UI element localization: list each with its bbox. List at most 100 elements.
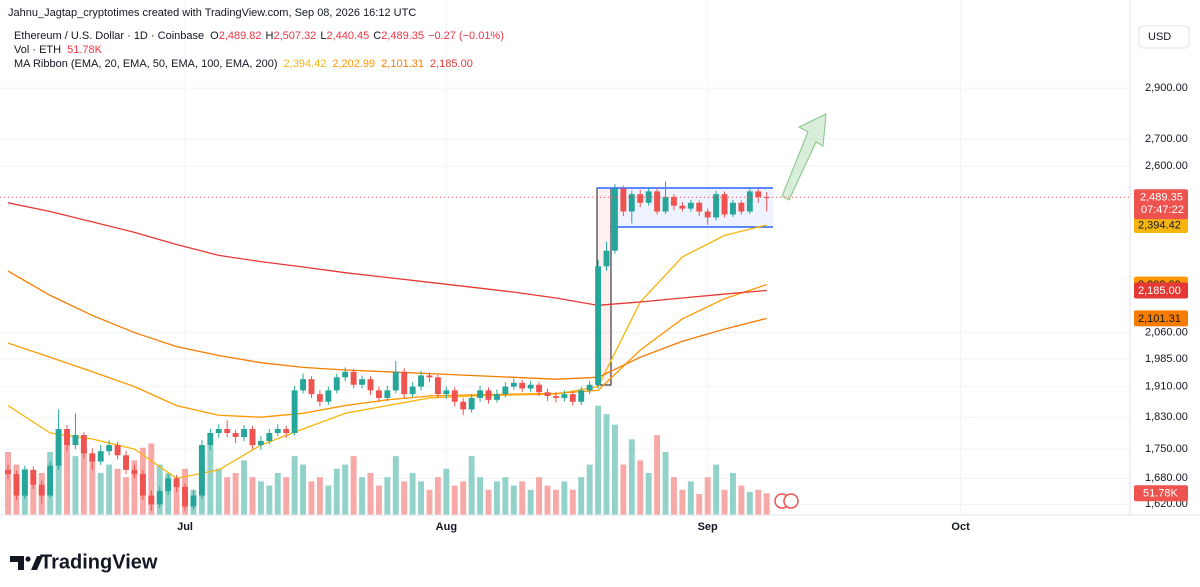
volume-bar (654, 435, 661, 515)
volume-bar (131, 460, 138, 515)
candle-body (165, 478, 172, 492)
volume-bar (569, 489, 576, 515)
candle-body (249, 429, 256, 446)
candle-body (266, 432, 273, 442)
candle-body (55, 429, 62, 466)
candle-body (527, 384, 534, 389)
y-tick-label: 2,900.00 (1145, 82, 1188, 94)
volume-bar (679, 489, 686, 515)
candle-body (418, 375, 425, 387)
volume-bar (755, 489, 762, 515)
candle-body (173, 478, 180, 487)
volume-bar (730, 472, 736, 515)
ma-title: MA Ribbon (EMA, 20, EMA, 50, EMA, 100, E… (14, 58, 278, 70)
candle-body (241, 429, 247, 438)
candle-body (561, 394, 568, 398)
volume-bar (460, 481, 467, 515)
countdown: 07:47:22 (1141, 204, 1184, 216)
y-tick-label: 1,750.00 (1145, 443, 1188, 455)
volume-bar (333, 468, 340, 515)
volume-bar (257, 481, 264, 515)
candle-body (384, 390, 391, 398)
volume-bar (409, 472, 416, 515)
candle-body (721, 194, 728, 215)
volume-bar (359, 477, 366, 515)
volume-bar (266, 485, 273, 515)
volume-bar (173, 481, 180, 515)
candle-body (80, 434, 87, 454)
volume-bar (578, 477, 585, 515)
volume-bar (55, 443, 62, 515)
candle-body (367, 379, 374, 391)
candle-body (426, 375, 433, 378)
volume-bar (527, 489, 534, 515)
currency-button[interactable] (1138, 25, 1190, 49)
event-icon (783, 493, 799, 509)
volume-bar (637, 460, 644, 515)
volume-bar (30, 477, 37, 515)
volume-bar (64, 439, 70, 515)
candle-body (274, 429, 281, 433)
volume-bar (241, 460, 247, 515)
volume-bar (325, 485, 332, 515)
ema-badge-label: 2,394.42 (1138, 219, 1181, 231)
volume-bar (401, 481, 408, 515)
candle-body (401, 371, 408, 395)
candle-body (106, 445, 113, 452)
candle-body (611, 188, 618, 251)
volume-bar (645, 472, 652, 515)
ma-value: 2,185.00 (430, 58, 473, 70)
volume-bar (106, 464, 113, 515)
volume-bar (316, 477, 323, 515)
change: −0.27 (−0.01%) (428, 30, 504, 42)
candle-body (485, 390, 492, 400)
close-value: 2,489.35 (381, 30, 424, 42)
candle-body (114, 445, 121, 456)
candle-body (64, 429, 70, 446)
candle-body (333, 377, 340, 391)
logo (10, 556, 43, 570)
ema-layer (7, 202, 767, 480)
candle-body (755, 191, 762, 198)
x-tick-label: Oct (951, 521, 970, 533)
candle-body (97, 451, 104, 462)
candle-body (502, 386, 509, 395)
volume-bar (342, 464, 349, 515)
candle-body (350, 371, 357, 385)
volume-bar (620, 464, 627, 515)
volume-bar (536, 477, 543, 515)
y-tick-label: 1,985.00 (1145, 353, 1188, 365)
ema-badge (1134, 310, 1188, 327)
volume-bar (603, 414, 610, 515)
candle-body (468, 397, 475, 410)
candle-body (763, 197, 770, 199)
volume-bar (493, 481, 500, 515)
volume-badge (1134, 485, 1188, 502)
volume-bar (300, 464, 306, 515)
x-tick-label: Aug (436, 521, 457, 533)
volume-bar (443, 468, 450, 515)
currency[interactable]: USD (1148, 31, 1171, 43)
candle-body (38, 484, 45, 496)
candle-body (451, 390, 458, 402)
candle-body (342, 371, 349, 378)
candle-body (139, 474, 146, 496)
candle-body (460, 401, 467, 410)
volume-bar (544, 485, 551, 515)
ema-badge (1134, 282, 1188, 299)
candle-body (637, 194, 644, 203)
volume-bar (671, 477, 677, 515)
y-tick-label: 2,600.00 (1145, 160, 1188, 172)
volume-bar (350, 456, 357, 515)
candle-body (224, 429, 231, 433)
candle-body (628, 194, 635, 212)
candle-body (603, 250, 610, 267)
candle-body (510, 382, 517, 387)
volume-title: Vol · ETH (14, 44, 61, 56)
volume-bar (148, 443, 155, 515)
volume-bar (586, 464, 593, 515)
ema-line (7, 270, 767, 380)
volume-bar (628, 439, 635, 515)
candle-body (207, 432, 214, 446)
candle-body (620, 188, 627, 212)
